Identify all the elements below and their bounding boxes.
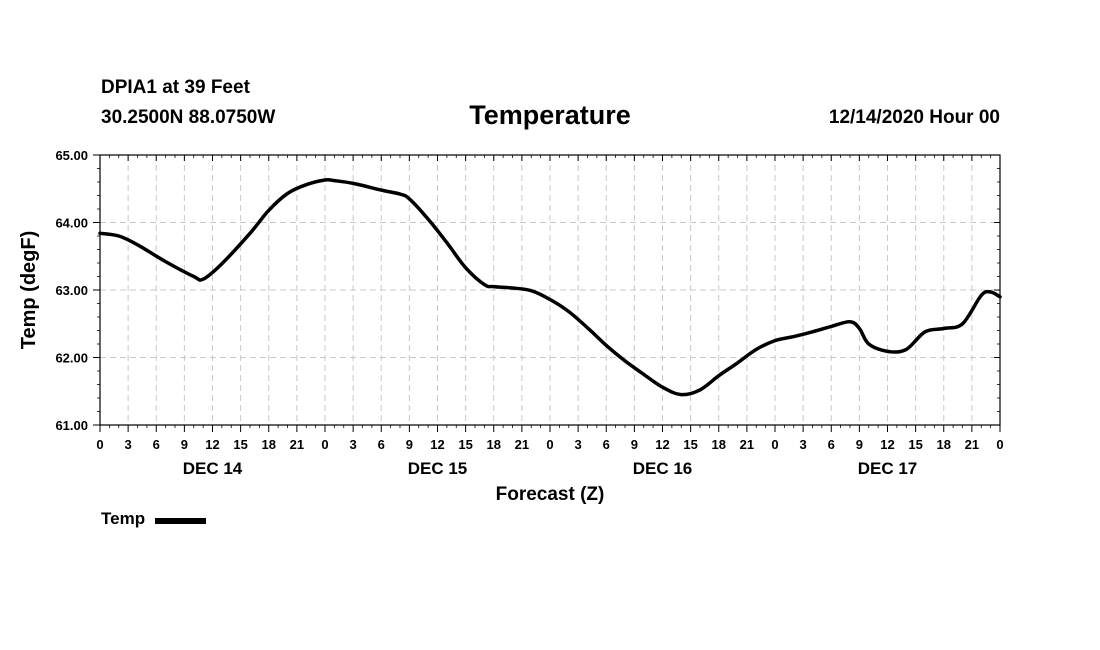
y-axis-title: Temp (degF) — [18, 231, 40, 350]
x-tick-label: 3 — [800, 437, 807, 452]
station-coordinates: 30.2500N 88.0750W — [101, 107, 276, 128]
x-tick-label: 0 — [96, 437, 103, 452]
day-label: DEC 14 — [183, 459, 243, 478]
x-tick-label: 15 — [908, 437, 922, 452]
x-tick-label: 12 — [655, 437, 669, 452]
x-tick-label: 9 — [406, 437, 413, 452]
day-label: DEC 15 — [408, 459, 468, 478]
page-title: Temperature — [469, 100, 631, 130]
x-tick-label: 6 — [828, 437, 835, 452]
x-tick-label: 15 — [683, 437, 697, 452]
x-tick-label: 0 — [546, 437, 553, 452]
x-tick-label: 21 — [515, 437, 529, 452]
x-axis-title: Forecast (Z) — [496, 484, 605, 505]
x-tick-label: 9 — [181, 437, 188, 452]
x-tick-label: 21 — [965, 437, 979, 452]
x-tick-label: 18 — [262, 437, 276, 452]
legend-label: Temp — [101, 509, 146, 528]
day-label: DEC 16 — [633, 459, 693, 478]
x-tick-label: 21 — [290, 437, 304, 452]
forecast-timestamp: 12/14/2020 Hour 00 — [828, 107, 1000, 128]
y-tick-label: 61.00 — [55, 418, 88, 433]
x-tick-label: 6 — [378, 437, 385, 452]
station-label: DPIA1 at 39 Feet — [101, 77, 250, 98]
x-tick-label: 0 — [996, 437, 1003, 452]
x-tick-label: 12 — [430, 437, 444, 452]
x-tick-label: 9 — [631, 437, 638, 452]
x-tick-label: 0 — [771, 437, 778, 452]
day-label: DEC 17 — [858, 459, 918, 478]
x-tick-label: 18 — [487, 437, 501, 452]
x-tick-label: 0 — [321, 437, 328, 452]
x-tick-label: 12 — [205, 437, 219, 452]
x-tick-label: 3 — [350, 437, 357, 452]
x-tick-label: 15 — [458, 437, 472, 452]
legend-swatch — [155, 517, 207, 524]
x-tick-label: 6 — [603, 437, 610, 452]
x-tick-label: 9 — [856, 437, 863, 452]
x-tick-label: 21 — [740, 437, 754, 452]
y-tick-label: 62.00 — [55, 351, 88, 366]
x-tick-label: 15 — [233, 437, 247, 452]
y-tick-label: 63.00 — [55, 283, 88, 298]
x-tick-label: 3 — [575, 437, 582, 452]
x-tick-label: 12 — [880, 437, 894, 452]
y-tick-label: 65.00 — [55, 148, 88, 163]
x-tick-label: 6 — [153, 437, 160, 452]
legend: Temp — [101, 509, 207, 529]
series-line-temp — [98, 177, 1002, 397]
x-tick-label: 3 — [125, 437, 132, 452]
x-tick-label: 18 — [937, 437, 951, 452]
y-tick-label: 64.00 — [55, 216, 88, 231]
x-tick-label: 18 — [712, 437, 726, 452]
